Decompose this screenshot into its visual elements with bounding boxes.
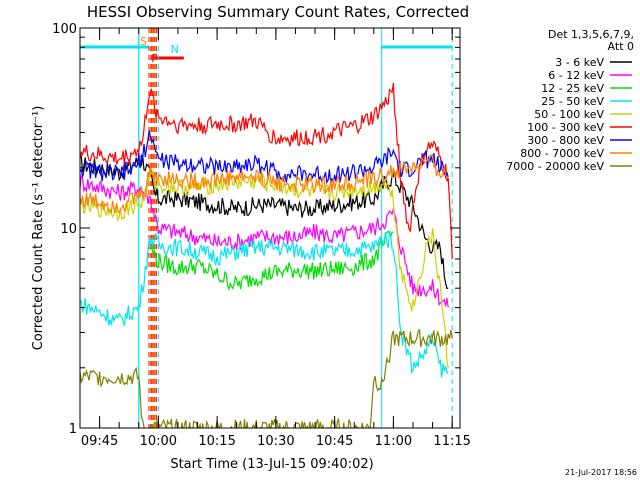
y-tick-label: 10 <box>60 222 77 237</box>
annotation-label: S <box>140 35 147 48</box>
chart-title: HESSI Observing Summary Count Rates, Cor… <box>87 3 469 21</box>
legend-label: 100 - 300 keV <box>527 121 604 134</box>
legend-header: Att 0 <box>608 40 634 53</box>
x-axis-label: Start Time (13-Jul-15 09:40:02) <box>170 457 373 472</box>
legend-label: 6 - 12 keV <box>548 69 604 82</box>
event-markers <box>138 28 453 428</box>
annotation-label: N <box>171 43 179 56</box>
x-tick-label: 10:30 <box>257 434 294 449</box>
legend-label: 7000 - 20000 keV <box>506 160 604 173</box>
series-lines <box>80 82 453 428</box>
annotation-label: F <box>151 52 157 65</box>
annotations: SF N <box>140 35 179 65</box>
x-tick-label: 10:15 <box>198 434 235 449</box>
legend-label: 25 - 50 keV <box>541 95 604 108</box>
series-line-0 <box>80 155 449 290</box>
footer-timestamp: 21-Jul-2017 18:56 <box>565 468 637 477</box>
series-line-4 <box>80 169 449 368</box>
legend-header: Det 1,3,5,6,7,9, <box>548 28 634 41</box>
legend-label: 3 - 6 keV <box>555 56 604 69</box>
y-tick-label: 1 <box>69 422 77 437</box>
y-axis: 1 10 100 <box>52 22 460 437</box>
series-line-5 <box>80 82 453 260</box>
x-tick-label: 10:00 <box>140 434 177 449</box>
x-tick-label: 11:15 <box>433 434 470 449</box>
series-line-8 <box>80 328 453 428</box>
plot-frame <box>79 27 461 429</box>
legend-label: 800 - 7000 keV <box>520 147 604 160</box>
x-tick-label: 09:45 <box>81 434 118 449</box>
x-tick-label: 10:45 <box>316 434 353 449</box>
series-line-6 <box>80 130 449 185</box>
series-line-2 <box>149 230 394 292</box>
legend-label: 300 - 800 keV <box>527 134 604 147</box>
x-axis: 09:45 10:00 10:15 10:30 10:45 11:00 11:15 <box>79 28 471 449</box>
x-tick-label: 11:00 <box>375 434 412 449</box>
y-tick-label: 100 <box>52 22 77 37</box>
series-line-3 <box>80 230 449 378</box>
legend-label: 50 - 100 keV <box>534 108 604 121</box>
series-line-7 <box>80 153 449 215</box>
y-axis-label: Corrected Count Rate (s⁻¹ detector⁻¹) <box>31 106 46 351</box>
observing-bars <box>80 45 453 60</box>
legend-label: 12 - 25 keV <box>541 82 604 95</box>
